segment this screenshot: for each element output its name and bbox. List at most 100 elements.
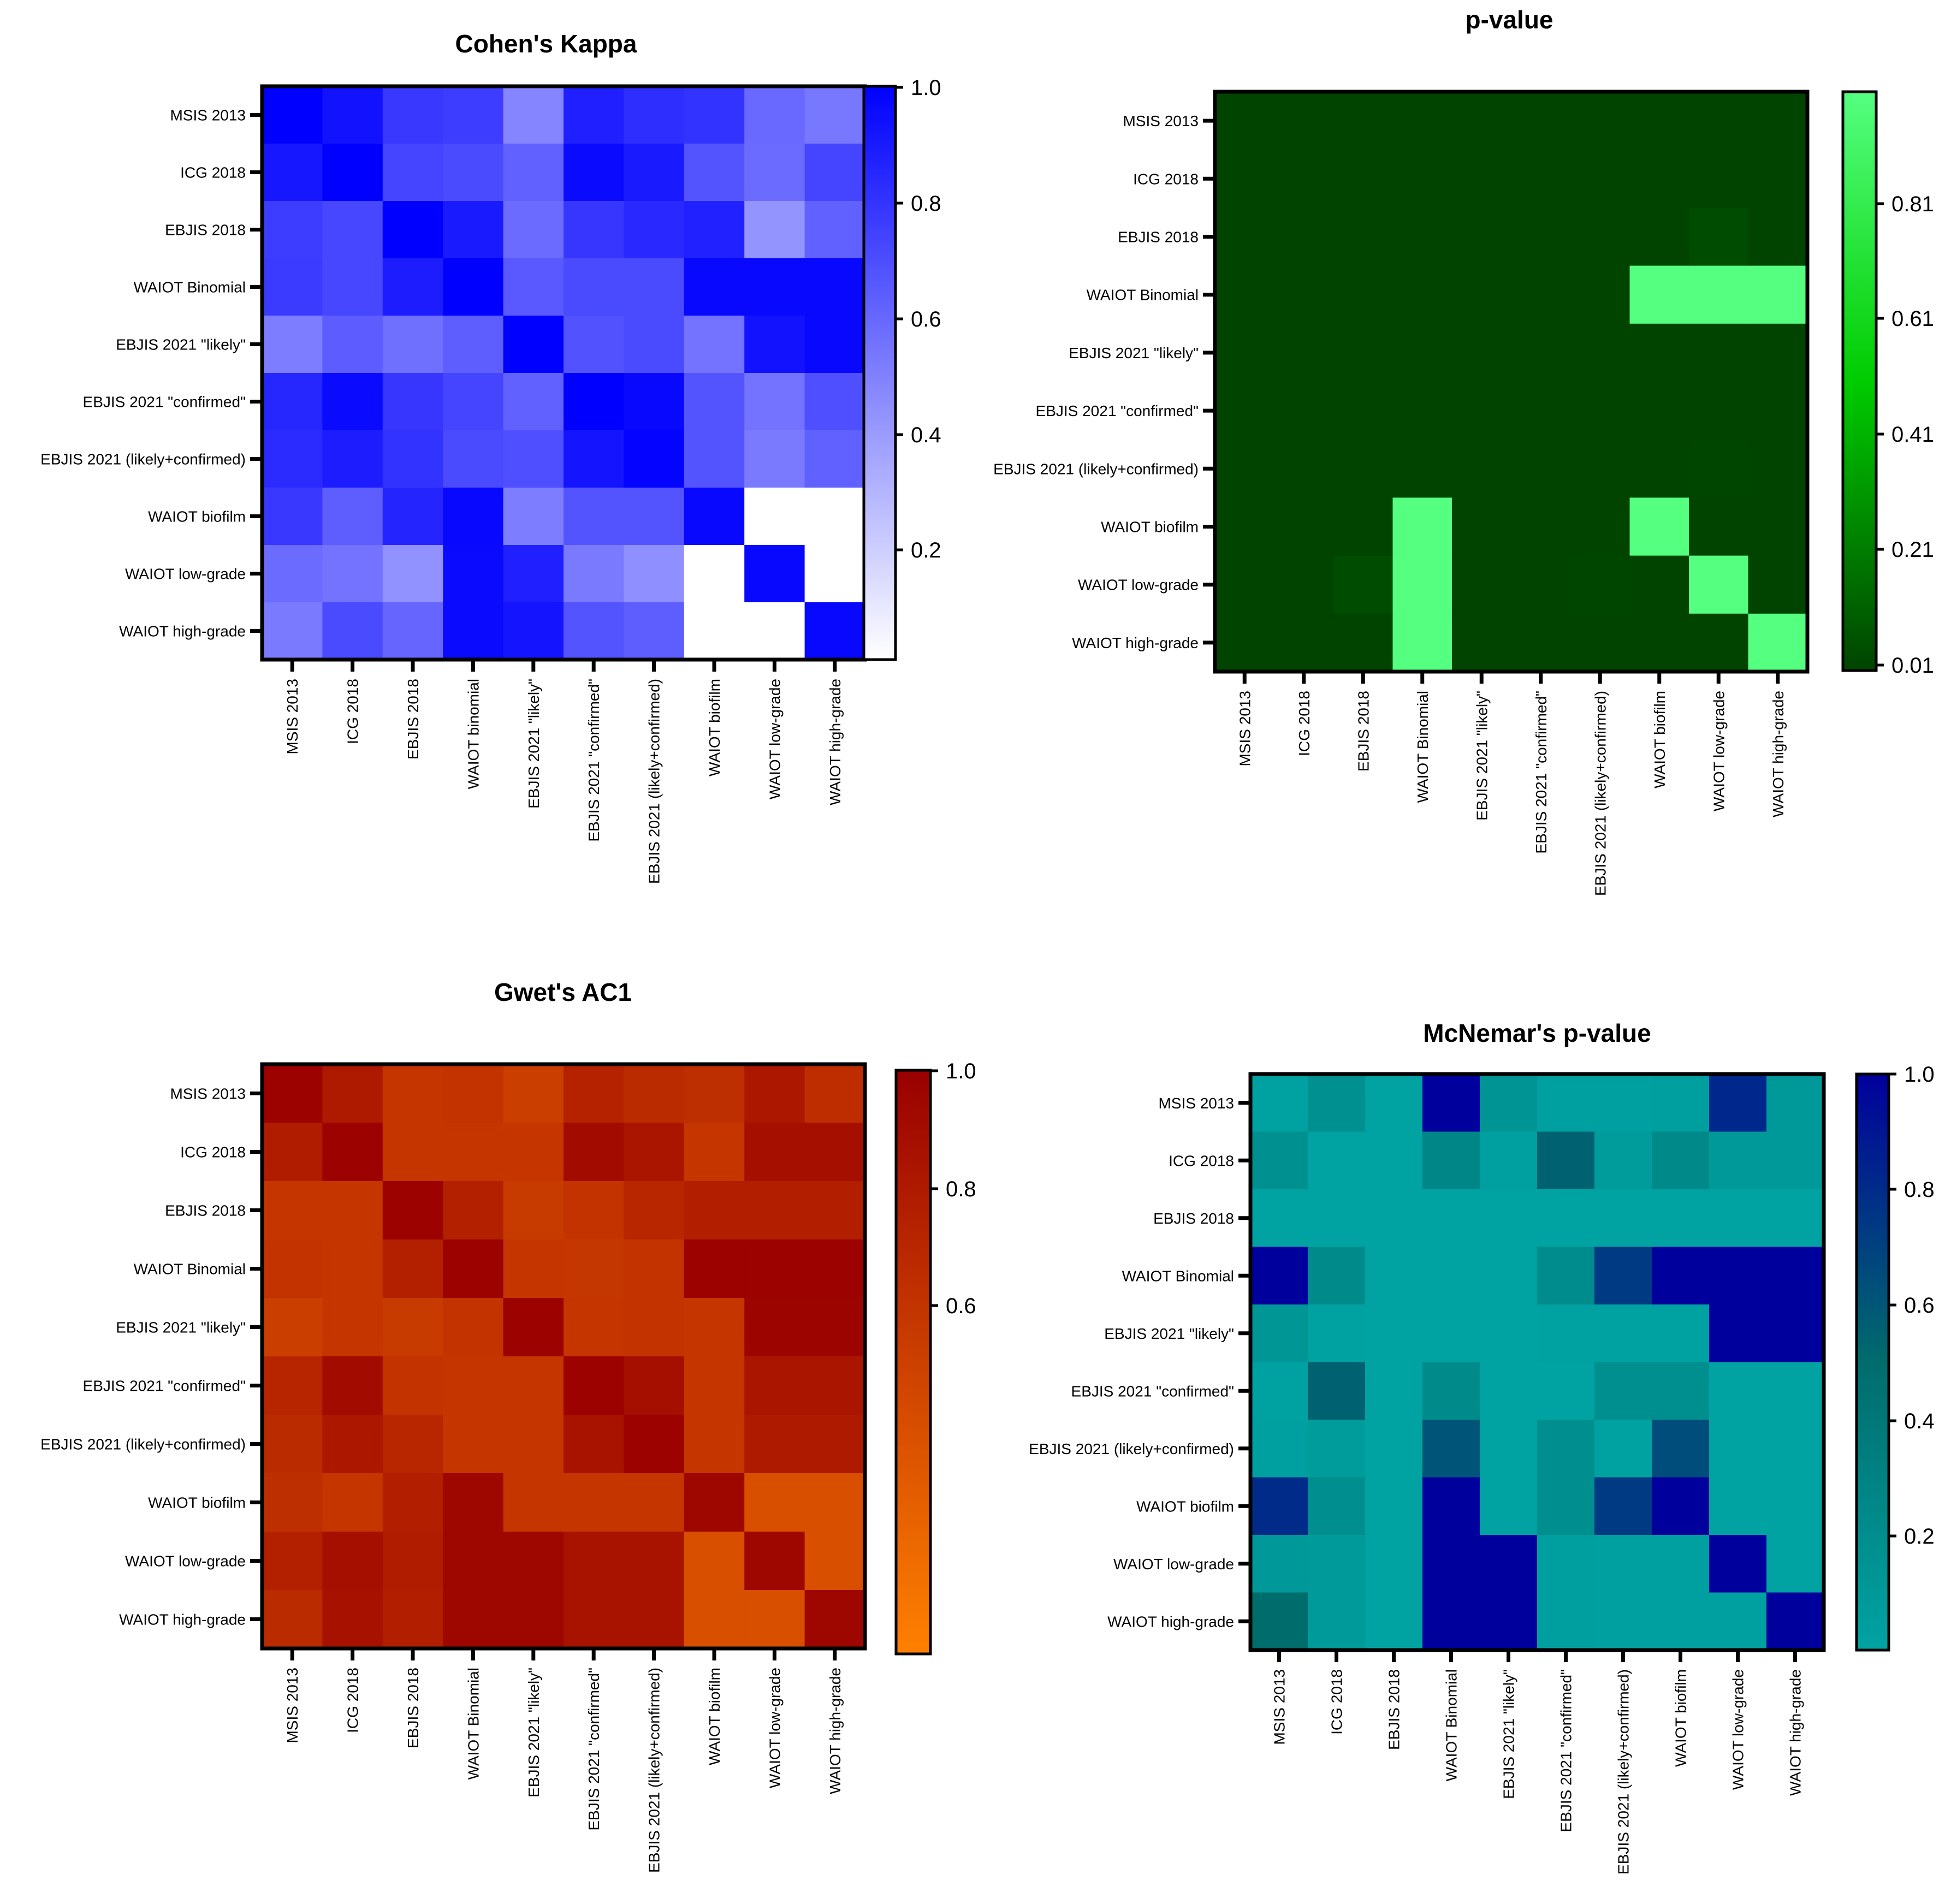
gwets-ac1-cell-r1-c4 xyxy=(443,1064,504,1123)
p-value-cell-r2-c6 xyxy=(1511,150,1571,209)
mcnemars-p-value-colorbar-tick-label: 0.4 xyxy=(1904,1409,1935,1433)
cohens-kappa-cell-r7-c7 xyxy=(624,430,685,488)
p-value-colorbar: 0.81 0.61 0.41 0.21 0.01 xyxy=(1841,90,1934,678)
gwets-ac1-cell-r5-c4 xyxy=(443,1298,504,1357)
mcnemars-p-value-cell-r5-c9 xyxy=(1709,1304,1767,1363)
cohens-kappa-row-label-waiot-low-grade: WAIOT low-grade xyxy=(125,566,246,583)
mcnemars-p-value-cell-r2-c1 xyxy=(1250,1131,1308,1190)
p-value-cell-r7-c10 xyxy=(1748,440,1808,499)
gwets-ac1-plot-frame xyxy=(260,1062,867,1651)
mcnemars-p-value-cell-r4-c4 xyxy=(1422,1247,1480,1305)
p-value-cell-r10-c1 xyxy=(1215,613,1275,672)
mcnemars-p-value-cell-r8-c9 xyxy=(1709,1477,1767,1535)
mcnemars-p-value-cell-r8-c10 xyxy=(1766,1477,1824,1535)
gwets-ac1-cell-r8-c10 xyxy=(804,1473,865,1532)
p-value-cell-r5-c8 xyxy=(1629,323,1689,382)
mcnemars-p-value-cell-r6-c3 xyxy=(1365,1362,1423,1420)
p-value-cell-r10-c4 xyxy=(1392,613,1452,672)
gwets-ac1-cell-r1-c1 xyxy=(262,1064,323,1123)
cohens-kappa-cell-r10-c7 xyxy=(624,602,685,660)
gwets-ac1-cell-r4-c2 xyxy=(322,1239,383,1298)
gwets-ac1-cell-r9-c6 xyxy=(564,1532,625,1591)
gwets-ac1-row-label-icg-2018: ICG 2018 xyxy=(180,1144,246,1161)
p-value-colorbar-gradient xyxy=(1841,90,1878,672)
cohens-kappa-cell-r3-c2 xyxy=(322,201,383,259)
gwets-ac1-cell-r10-c5 xyxy=(503,1590,564,1649)
p-value-cell-r8-c1 xyxy=(1215,497,1275,556)
p-value-cell-r7-c1 xyxy=(1215,440,1275,499)
gwets-ac1-cell-r5-c10 xyxy=(804,1298,865,1357)
mcnemars-p-value-cell-r3-c10 xyxy=(1766,1189,1824,1248)
p-value-cell-r1-c8 xyxy=(1629,92,1689,150)
p-value-row-label-ebjis-2021-likely: EBJIS 2021 "likely" xyxy=(1069,345,1199,361)
p-value-cell-r4-c10 xyxy=(1748,265,1808,324)
gwets-ac1-cell-r5-c5 xyxy=(503,1298,564,1357)
cohens-kappa-cell-r1-c3 xyxy=(382,86,443,144)
gwets-ac1-cell-r10-c1 xyxy=(262,1590,323,1649)
mcnemars-p-value-cell-r3-c3 xyxy=(1365,1189,1423,1248)
cohens-kappa-cells xyxy=(260,84,867,662)
p-value-cell-r2-c7 xyxy=(1570,150,1630,209)
p-value-cell-r4-c4 xyxy=(1392,265,1452,324)
p-value-row-label-ebjis-2021-confirmed: EBJIS 2021 "confirmed" xyxy=(1036,402,1199,419)
p-value-cell-r9-c5 xyxy=(1452,555,1512,614)
mcnemars-p-value-cell-r2-c9 xyxy=(1709,1131,1767,1190)
cohens-kappa-colorbar-tick-label: 0.2 xyxy=(911,538,941,562)
cohens-kappa-cell-r10-c4 xyxy=(443,602,504,660)
gwets-ac1-cell-r9-c3 xyxy=(382,1532,443,1591)
mcnemars-p-value-row-label-ebjis-2021-confirmed: EBJIS 2021 "confirmed" xyxy=(1071,1383,1234,1399)
cohens-kappa-column-label-waiot-biofilm: WAIOT biofilm xyxy=(706,679,723,776)
gwets-ac1-cell-r1-c8 xyxy=(684,1064,745,1123)
cohens-kappa-cell-r2-c5 xyxy=(503,144,564,201)
gwets-ac1-cell-r1-c9 xyxy=(744,1064,805,1123)
mcnemars-p-value-cell-r9-c5 xyxy=(1480,1535,1538,1593)
p-value-cell-r7-c5 xyxy=(1452,440,1512,499)
cohens-kappa-cell-r5-c9 xyxy=(744,316,805,373)
gwets-ac1-cell-r4-c4 xyxy=(443,1239,504,1298)
gwets-ac1-cell-r10-c9 xyxy=(744,1590,805,1649)
cohens-kappa-cell-r2-c4 xyxy=(443,144,504,201)
mcnemars-p-value-cell-r10-c3 xyxy=(1365,1592,1423,1651)
p-value-cell-r8-c6 xyxy=(1511,497,1571,556)
p-value-row-labels: MSIS 2013 ICG 2018 EBJIS 2018 WAIOT Binomia… xyxy=(993,112,1215,651)
mcnemars-p-value-cell-r1-c3 xyxy=(1365,1074,1423,1132)
cohens-kappa-cell-r9-c8 xyxy=(684,545,745,603)
mcnemars-p-value-cell-r7-c1 xyxy=(1250,1420,1308,1478)
cohens-kappa-cell-r9-c1 xyxy=(262,545,323,603)
mcnemars-p-value-cell-r9-c1 xyxy=(1250,1535,1308,1593)
mcnemars-p-value-cell-r10-c2 xyxy=(1308,1592,1366,1651)
cohens-kappa-cell-r3-c1 xyxy=(262,201,323,259)
cohens-kappa-colorbar-tick-label: 0.8 xyxy=(911,192,941,216)
p-value-cell-r5-c6 xyxy=(1511,323,1571,382)
cohens-kappa-cell-r2-c1 xyxy=(262,144,323,201)
cohens-kappa-cell-r9-c4 xyxy=(443,545,504,603)
cohens-kappa-column-label-ebjis-2018: EBJIS 2018 xyxy=(405,679,422,760)
gwets-ac1-cell-r10-c2 xyxy=(322,1590,383,1649)
p-value-cell-r9-c6 xyxy=(1511,555,1571,614)
gwets-ac1-cell-r6-c10 xyxy=(804,1356,865,1415)
p-value-row-label-ebjis-2018: EBJIS 2018 xyxy=(1118,229,1199,246)
p-value-cell-r3-c5 xyxy=(1452,207,1512,266)
p-value-column-label-waiot-low-grade: WAIOT low-grade xyxy=(1710,691,1727,811)
cohens-kappa-cell-r10-c9 xyxy=(744,602,805,660)
mcnemars-p-value-row-label-ebjis-2021-likely: EBJIS 2021 "likely" xyxy=(1104,1325,1234,1342)
cohens-kappa-cell-r9-c7 xyxy=(624,545,685,603)
cohens-kappa-cell-r10-c3 xyxy=(382,602,443,660)
gwets-ac1-cell-r8-c3 xyxy=(382,1473,443,1532)
mcnemars-p-value-cell-r1-c5 xyxy=(1480,1074,1538,1132)
gwets-ac1-cell-r9-c2 xyxy=(322,1532,383,1591)
gwets-ac1-cell-r4-c5 xyxy=(503,1239,564,1298)
mcnemars-p-value-colorbar-gradient xyxy=(1855,1072,1890,1652)
gwets-ac1-cell-r5-c2 xyxy=(322,1298,383,1357)
gwets-ac1-cell-r7-c2 xyxy=(322,1415,383,1474)
mcnemars-p-value-colorbar-tick-label: 0.2 xyxy=(1904,1525,1935,1549)
cohens-kappa-cell-r4-c10 xyxy=(804,258,865,316)
mcnemars-p-value-row-label-icg-2018: ICG 2018 xyxy=(1169,1152,1234,1169)
gwets-ac1-cell-r5-c6 xyxy=(564,1298,625,1357)
p-value-cell-r6-c5 xyxy=(1452,382,1512,440)
gwets-ac1-cell-r1-c2 xyxy=(322,1064,383,1123)
cohens-kappa-cell-r4-c8 xyxy=(684,258,745,316)
gwets-ac1-cell-r2-c6 xyxy=(564,1123,625,1182)
mcnemars-p-value-row-labels: MSIS 2013 ICG 2018 EBJIS 2018 WAIOT Binomia… xyxy=(1029,1095,1250,1630)
mcnemars-p-value-cell-r4-c6 xyxy=(1537,1247,1595,1305)
